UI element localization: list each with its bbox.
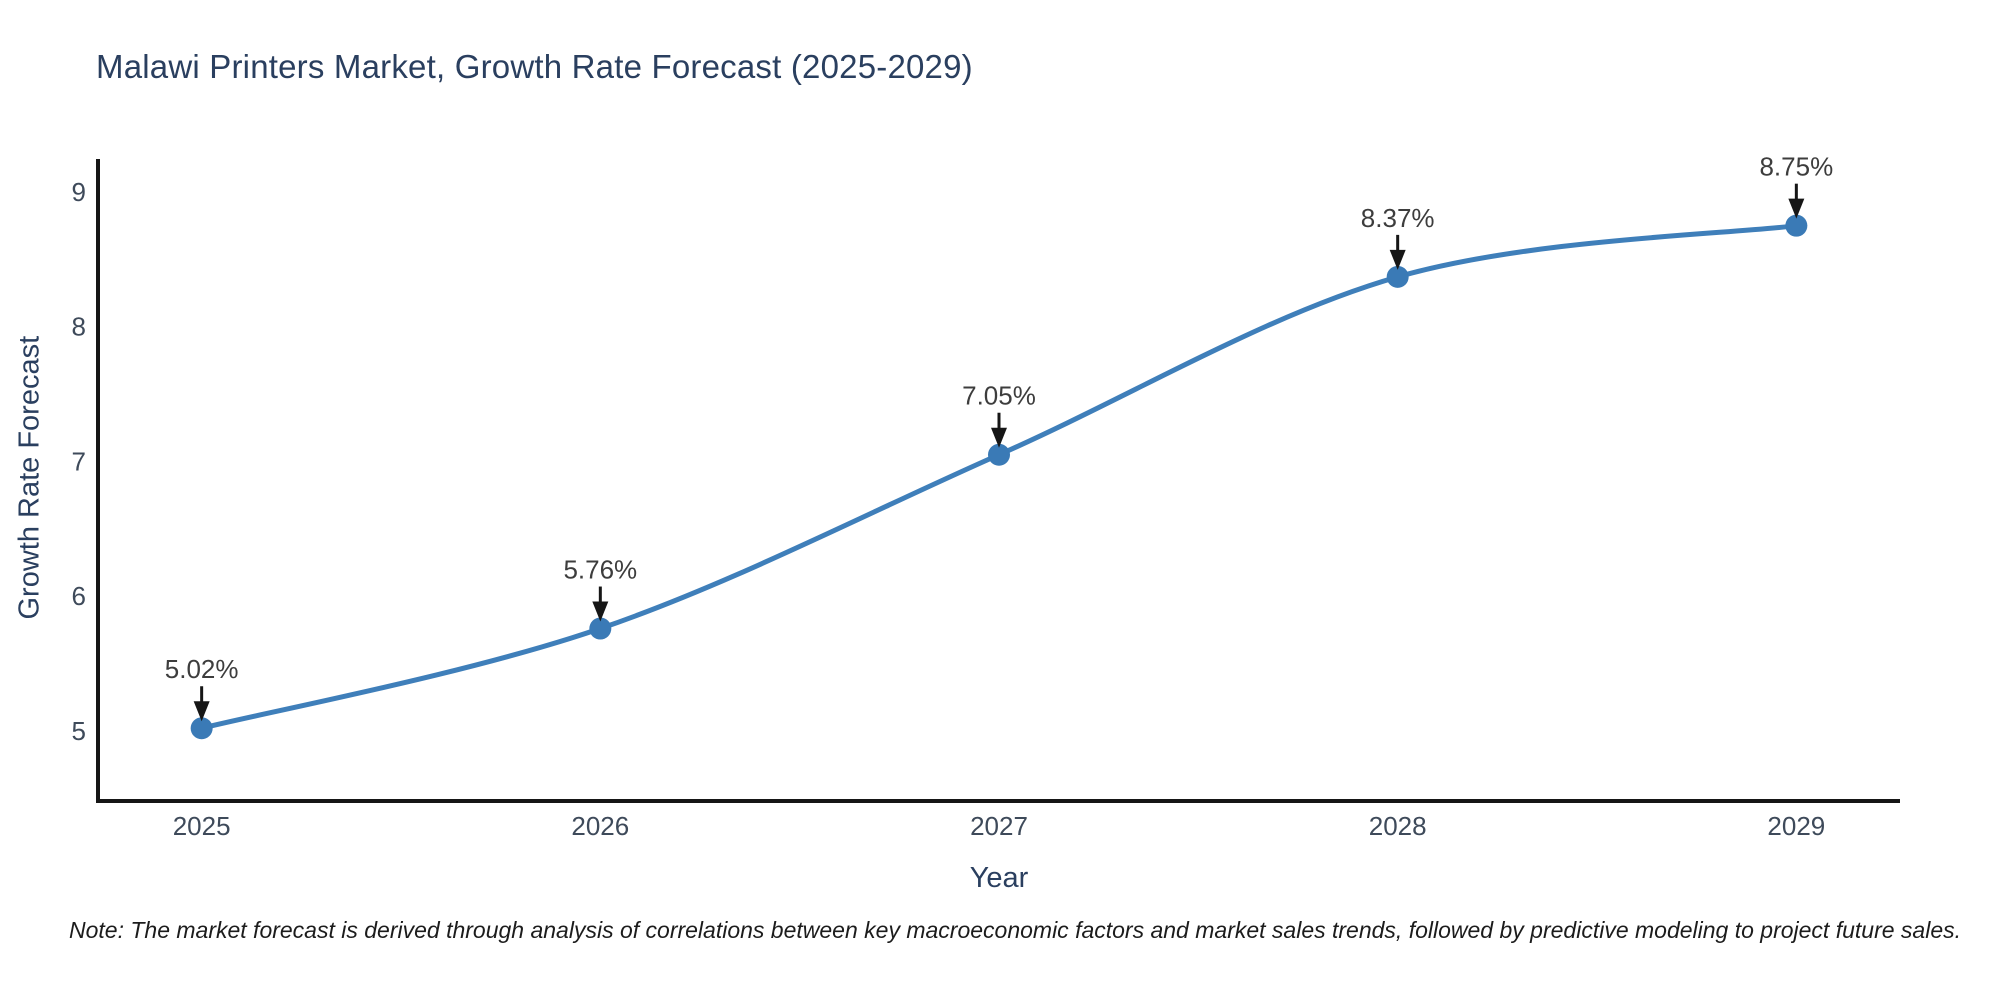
data-point (988, 443, 1010, 466)
data-point (1386, 265, 1409, 288)
y-tick-label: 5 (72, 716, 86, 746)
y-tick-label: 8 (72, 312, 86, 342)
point-value-label: 8.75% (1759, 152, 1833, 182)
y-tick-label: 7 (72, 446, 86, 476)
annotation-arrowhead-icon (991, 427, 1007, 448)
y-tick-label: 6 (72, 581, 86, 611)
x-tick-label: 2025 (173, 811, 231, 841)
point-value-label: 5.76% (563, 555, 637, 585)
point-value-label: 5.02% (165, 654, 239, 684)
data-point (1785, 214, 1808, 237)
x-axis-title: Year (969, 862, 1029, 894)
annotation-arrowhead-icon (1389, 249, 1406, 270)
annotation-arrowhead-icon (592, 601, 609, 622)
point-value-label: 8.37% (1361, 203, 1435, 233)
x-tick-label: 2028 (1369, 811, 1427, 841)
x-tick-label: 2026 (571, 811, 629, 841)
data-point (589, 617, 612, 640)
y-tick-label: 9 (72, 177, 86, 207)
chart-note: Note: The market forecast is derived thr… (68, 917, 1962, 943)
point-value-label: 7.05% (962, 381, 1036, 411)
annotation-arrowhead-icon (193, 701, 210, 722)
forecast-line-series (201, 223, 1797, 731)
annotation-arrowhead-icon (1788, 198, 1805, 219)
x-tick-label: 2027 (970, 811, 1028, 841)
x-tick-label: 2029 (1767, 811, 1825, 841)
chart-title: Malawi Printers Market, Growth Rate Fore… (96, 48, 973, 85)
data-point (190, 717, 213, 740)
